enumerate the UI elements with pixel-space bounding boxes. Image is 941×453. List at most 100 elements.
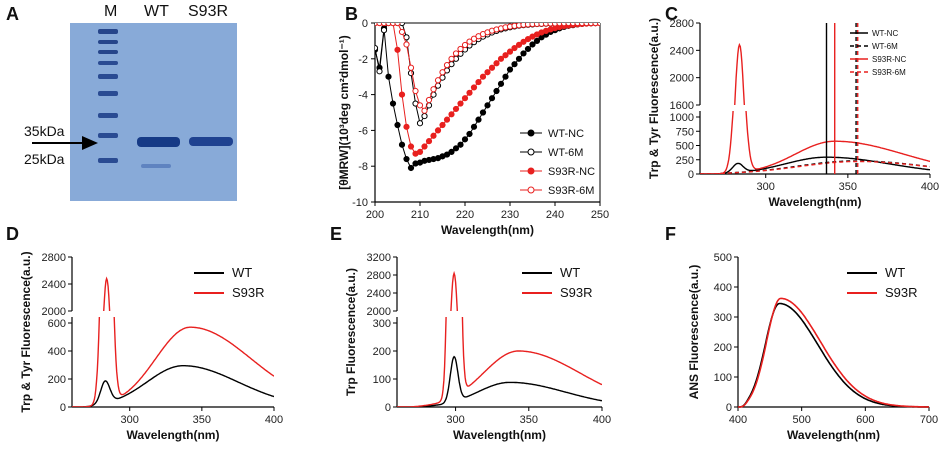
data-point [380, 27, 388, 34]
data-point [439, 69, 446, 76]
lane-label-m: M [104, 3, 117, 20]
data-point [497, 55, 505, 62]
legend-label: WT-NC [548, 128, 584, 140]
series-line [397, 317, 602, 407]
legend-label: S93R-6M [548, 185, 594, 197]
data-point [448, 55, 455, 62]
data-point [484, 102, 491, 109]
data-point [466, 130, 473, 138]
plot-area-lower [72, 317, 274, 407]
data-point [452, 105, 460, 113]
y-tick-label: -10 [352, 197, 368, 209]
x-tick-label: 350 [193, 414, 211, 426]
x-tick-label: 350 [839, 181, 857, 193]
data-point [398, 91, 406, 98]
legend-marker [527, 186, 535, 194]
ladder-band [98, 113, 118, 118]
y-tick-label: -4 [358, 90, 368, 102]
y-tick-label: 0 [688, 169, 694, 181]
y-tick-label: 300 [714, 312, 732, 324]
data-point [416, 120, 424, 127]
x-axis-title: Wavelength(nm) [769, 195, 862, 209]
ladder-band [98, 50, 118, 54]
data-point [475, 116, 482, 123]
y-tick-label: -8 [358, 161, 368, 173]
y-tick-label: 0 [726, 402, 732, 414]
gel-image [70, 23, 237, 201]
data-point [394, 121, 401, 129]
plot-area-lower [397, 317, 602, 407]
lane-label-wt: WT [144, 3, 169, 20]
data-point [448, 148, 455, 155]
series-line [700, 156, 930, 174]
data-point [425, 96, 433, 104]
data-point [375, 44, 379, 52]
data-point [524, 36, 532, 43]
data-point [398, 23, 406, 27]
legend-label: S93R [560, 285, 593, 300]
data-point [403, 123, 410, 130]
data-point [506, 66, 514, 73]
data-point [434, 127, 442, 134]
plot-area-upper [103, 276, 111, 311]
y-tick-label: -2 [358, 54, 368, 66]
data-point [466, 89, 473, 96]
wt-protein-band [137, 137, 180, 147]
data-point [511, 61, 518, 68]
x-tick-label: 300 [121, 414, 139, 426]
data-point [497, 80, 505, 87]
data-point [385, 23, 392, 27]
ladder-band [98, 158, 118, 163]
y-tick-label: 250 [676, 155, 694, 167]
data-point [394, 46, 401, 53]
y-axis-title: [θMRW](10³deg cm²dmol⁻¹) [337, 35, 351, 190]
data-point [502, 73, 509, 80]
y-axis-title: Trp Fluorescence(a.u.) [344, 268, 358, 396]
panel-label-c: C [665, 4, 678, 24]
series-line [103, 276, 111, 311]
y-tick-label: 500 [676, 141, 694, 153]
x-tick-label: 220 [456, 209, 474, 221]
panel-label-b: B [345, 4, 358, 24]
x-tick-label: 600 [856, 414, 874, 426]
s93r-protein-band [189, 137, 233, 146]
data-point [520, 50, 527, 57]
y-axis-title: ANS Fluorescence(a.u.) [687, 265, 701, 400]
data-point [389, 100, 397, 107]
data-point [407, 164, 415, 172]
data-point [398, 141, 406, 148]
panel-label-e: E [330, 224, 342, 244]
plot-area-upper [734, 42, 746, 105]
plot-area [375, 23, 600, 172]
x-tick-label: 240 [546, 209, 564, 221]
series-line [72, 365, 274, 407]
y-tick-label: 0 [362, 18, 368, 30]
y-tick-label: 200 [714, 342, 732, 354]
legend-label: WT-NC [872, 29, 898, 38]
y-tick-label: 2400 [670, 45, 694, 57]
x-tick-label: 300 [757, 181, 775, 193]
lane-label-s93r: S93R [188, 3, 228, 20]
legend-marker [527, 129, 535, 137]
data-point [443, 151, 451, 158]
y-tick-label: 2000 [367, 306, 391, 318]
x-tick-label: 230 [501, 209, 519, 221]
y-tick-label: 100 [714, 372, 732, 384]
data-point [457, 141, 464, 148]
data-point [520, 38, 527, 45]
y-axis-title: Trp & Tyr Fluorescence(a.u.) [647, 18, 661, 179]
y-tick-label: 2800 [367, 270, 391, 282]
data-point [596, 23, 600, 27]
data-point [421, 112, 428, 120]
y-tick-label: 300 [373, 318, 391, 330]
y-tick-label: 200 [373, 346, 391, 358]
wt-minor-band [141, 164, 171, 168]
data-point [569, 23, 577, 27]
y-tick-label: 3200 [367, 252, 391, 264]
data-point [470, 123, 478, 130]
panel-f: F 400 500 600 700 0 100 200 300 400 500 Wavelength(… [665, 224, 938, 442]
y-tick-label: 2400 [367, 288, 391, 300]
